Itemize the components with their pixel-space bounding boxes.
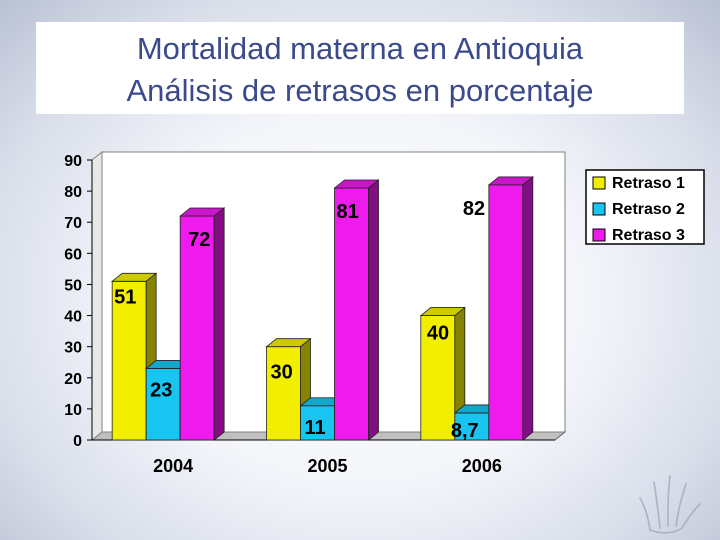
- data-label: 81: [337, 201, 359, 223]
- slide-title-line2: Análisis de retrasos en porcentaje: [126, 73, 594, 108]
- legend-label: Retraso 3: [612, 227, 685, 244]
- y-tick-label: 20: [64, 371, 82, 388]
- y-tick-label: 90: [64, 153, 82, 170]
- bar: [266, 346, 301, 441]
- legend-label: Retraso 2: [612, 201, 685, 218]
- data-label: 30: [271, 362, 293, 384]
- chart-side-wall: [91, 150, 103, 442]
- bar: [334, 187, 369, 441]
- y-tick-label: 30: [64, 340, 82, 357]
- bar: [420, 315, 456, 441]
- bar-side: [368, 179, 379, 441]
- y-tick-label: 80: [64, 184, 82, 201]
- y-tick-label: 40: [64, 309, 82, 326]
- legend-swatch: [592, 202, 606, 216]
- data-label: 8,7: [451, 420, 479, 442]
- x-tick-label: 2006: [462, 456, 502, 476]
- y-tick-label: 70: [64, 215, 82, 232]
- chart-bars: [111, 176, 534, 441]
- data-label: 72: [188, 229, 210, 251]
- chart-legend: Retraso 1 Retraso 2 Retraso 3: [585, 169, 705, 245]
- y-tick-label: 10: [64, 402, 82, 419]
- chart-labels: 51 23 72 30 11 81 40 8,7 82: [114, 198, 485, 442]
- bar: [488, 184, 524, 441]
- y-tick-label: 60: [64, 246, 82, 263]
- bar-side: [522, 176, 534, 441]
- data-label: 23: [150, 379, 172, 401]
- hand-watermark-icon: [639, 475, 701, 534]
- bar: [179, 215, 215, 441]
- data-label: 11: [305, 417, 326, 439]
- legend-swatch: [592, 176, 606, 190]
- legend-box: [585, 169, 705, 245]
- data-label: 51: [114, 286, 136, 308]
- legend-swatch: [592, 228, 606, 242]
- x-tick-label: 2004: [153, 456, 193, 476]
- x-tick-label: 2005: [307, 456, 347, 476]
- y-tick-label: 0: [73, 433, 82, 450]
- bar: [111, 280, 147, 441]
- legend-label: Retraso 1: [612, 175, 685, 192]
- data-label: 82: [463, 198, 485, 220]
- title-box: Mortalidad materna en Antioquia Análisis…: [36, 22, 684, 114]
- y-tick-label: 50: [64, 277, 82, 294]
- slide-title-line1: Mortalidad materna en Antioquia: [136, 31, 584, 66]
- bar-side: [213, 207, 225, 441]
- data-label: 40: [427, 323, 449, 345]
